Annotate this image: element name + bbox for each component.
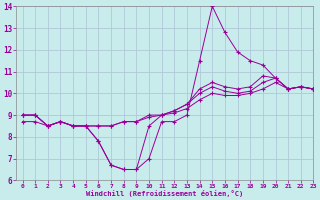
X-axis label: Windchill (Refroidissement éolien,°C): Windchill (Refroidissement éolien,°C)	[86, 190, 244, 197]
